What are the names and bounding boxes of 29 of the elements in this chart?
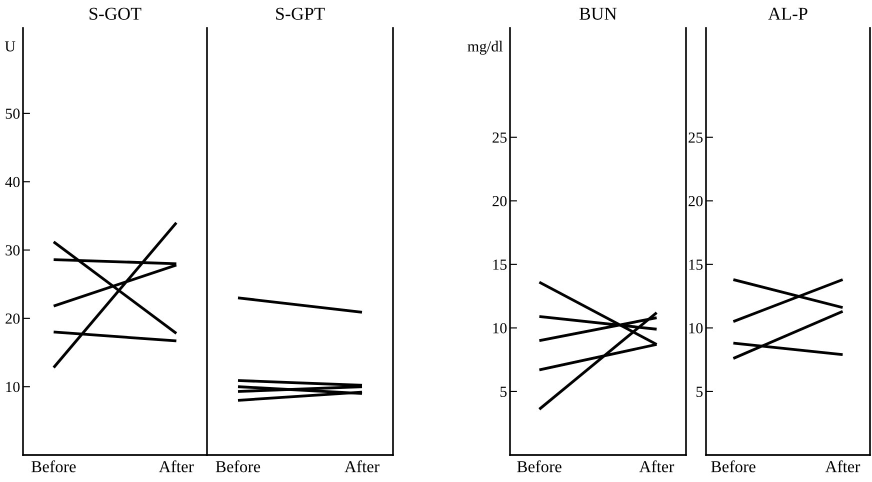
y-tick-label: 10 — [689, 323, 703, 334]
x-tick-label: After — [825, 460, 860, 472]
y-tick-label: 25 — [688, 132, 703, 143]
y-axis-title: U — [4, 41, 16, 52]
y-tick-label: 50 — [6, 108, 20, 119]
y-tick-label: 10 — [493, 323, 507, 334]
x-tick-label: After — [344, 460, 380, 472]
chart-title: BUN — [579, 8, 617, 20]
x-tick-label: Before — [31, 460, 76, 472]
y-tick-label: 40 — [5, 176, 20, 188]
y-tick-label: 10 — [6, 382, 20, 392]
x-tick-label: Before — [517, 460, 562, 472]
y-tick-label: 25 — [492, 132, 507, 143]
chart-title: S-GPT — [276, 8, 325, 20]
y-tick-label: 5 — [500, 386, 507, 397]
y-axis-title: mg/dl — [468, 40, 503, 55]
y-tick-label: 20 — [688, 196, 703, 206]
y-tick-label: 15 — [493, 260, 507, 270]
y-tick-label: 20 — [492, 196, 507, 206]
y-tick-label: 15 — [689, 260, 703, 270]
x-tick-label: Before — [711, 460, 756, 472]
x-tick-label: After — [158, 460, 194, 472]
y-tick-label: 20 — [6, 314, 20, 324]
y-tick-label: 5 — [696, 386, 703, 397]
x-tick-label: Before — [216, 460, 260, 472]
y-tick-label: 30 — [6, 245, 20, 256]
x-tick-label: After — [639, 460, 674, 472]
chart-title: S-GOT — [90, 8, 142, 20]
chart-title: AL-P — [768, 8, 808, 20]
